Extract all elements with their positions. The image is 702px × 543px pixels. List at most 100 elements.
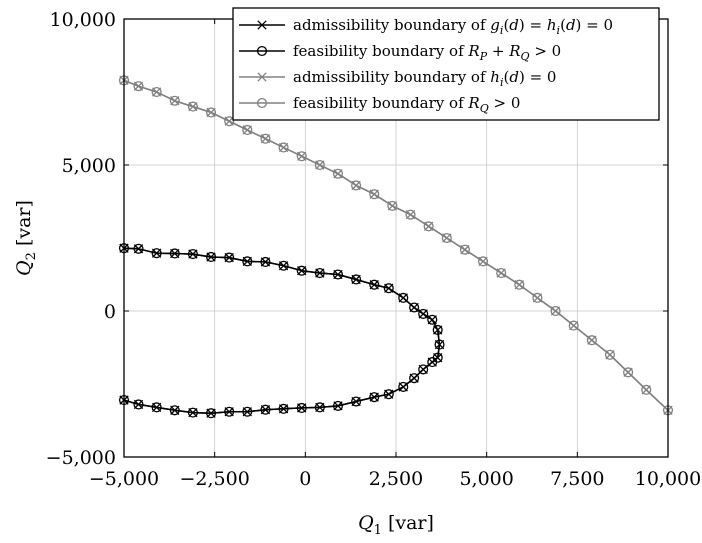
series-layer [118, 75, 674, 419]
data-point [187, 407, 198, 418]
data-point [260, 256, 271, 267]
legend-item: admissibility boundary of hi(d) = 0 [239, 68, 556, 89]
data-point [169, 248, 180, 259]
data-point [568, 320, 579, 331]
data-point [369, 392, 380, 403]
data-point [332, 168, 344, 179]
data-point [133, 399, 144, 410]
data-point [432, 324, 443, 336]
data-point [205, 408, 217, 419]
data-point [351, 274, 362, 285]
data-point [514, 279, 525, 290]
data-point [383, 283, 394, 294]
legend-item: admissibility boundary of gi(d) = hi(d) … [239, 16, 613, 37]
data-point [477, 256, 489, 267]
data-point [459, 244, 470, 255]
axis-ticks: −5,000 −2,500 0 2,500 5,000 7,500 10,000 −5,000… [46, 9, 702, 490]
x-tick-label: −2,500 [180, 468, 250, 490]
data-point [187, 101, 198, 112]
data-point [278, 142, 289, 153]
x-tick-label: 2,500 [369, 468, 423, 490]
data-point [314, 159, 325, 171]
data-point [169, 405, 180, 416]
data-point [242, 124, 253, 136]
data-point [169, 95, 180, 106]
legend-label: feasibility boundary of RP + RQ > 0 [293, 42, 561, 63]
x-tick-label: −5,000 [89, 468, 159, 490]
legend-label: feasibility boundary of RQ > 0 [293, 94, 520, 115]
data-point [242, 256, 253, 267]
y-tick-label: 0 [104, 301, 116, 323]
x-tick-label: 5,000 [459, 468, 513, 490]
data-point [187, 249, 198, 260]
data-point [133, 243, 144, 254]
y-tick-label: −5,000 [46, 447, 116, 469]
data-point [151, 86, 162, 98]
data-point [278, 260, 289, 271]
legend-label: admissibility boundary of hi(d) = 0 [293, 68, 556, 89]
data-point [260, 133, 271, 144]
legend-marker [256, 45, 268, 57]
data-point [427, 357, 438, 368]
data-point [409, 302, 420, 313]
data-point [314, 267, 325, 279]
data-point [351, 396, 362, 407]
x-tick-label: 0 [299, 468, 311, 490]
data-point [369, 279, 380, 290]
data-point [434, 339, 445, 350]
data-point [224, 252, 235, 263]
data-point [205, 107, 217, 118]
legend-box [232, 7, 660, 121]
data-point [205, 251, 217, 263]
data-point [623, 367, 634, 378]
data-point [641, 384, 652, 395]
data-point [383, 389, 394, 400]
data-point [550, 305, 561, 317]
data-point [133, 81, 144, 92]
data-point [427, 314, 438, 325]
data-point [586, 335, 597, 346]
legend-item: feasibility boundary of RQ > 0 [239, 94, 520, 115]
data-point [423, 221, 434, 232]
series-2 [118, 243, 445, 419]
series-line-1 [123, 247, 441, 414]
x-tick-label: 7,500 [550, 468, 604, 490]
data-point [387, 200, 398, 211]
data-point [398, 381, 409, 392]
data-point [224, 116, 235, 127]
data-point [260, 404, 271, 415]
data-point [409, 373, 420, 384]
data-point [405, 209, 416, 220]
data-point [332, 269, 344, 280]
data-point [314, 402, 325, 413]
legend-marker [256, 97, 268, 109]
legend-item: feasibility boundary of RP + RQ > 0 [239, 42, 561, 63]
data-point [296, 402, 307, 413]
data-point [151, 248, 162, 259]
data-point [224, 406, 235, 417]
legend: admissibility boundary of gi(d) = hi(d) … [232, 7, 660, 121]
data-point [418, 308, 429, 319]
legend-label: admissibility boundary of gi(d) = hi(d) … [293, 16, 613, 37]
data-point [296, 151, 307, 162]
data-point [151, 402, 162, 413]
data-point [532, 292, 543, 303]
legend-marker [257, 20, 267, 30]
data-point [418, 364, 429, 375]
data-point [296, 265, 307, 276]
data-point [398, 292, 409, 303]
legend-marker [257, 72, 267, 82]
x-tick-label: 10,000 [635, 468, 701, 490]
series-4 [118, 75, 674, 416]
series-line-4 [123, 79, 669, 411]
data-point [278, 403, 289, 414]
series-line-2 [123, 247, 441, 414]
data-point [604, 349, 616, 360]
data-point [332, 400, 344, 411]
data-point [496, 267, 507, 279]
data-point [441, 232, 452, 244]
y-axis-label: Q2 [var] [13, 200, 39, 276]
data-point [369, 189, 380, 200]
data-point [351, 180, 362, 191]
